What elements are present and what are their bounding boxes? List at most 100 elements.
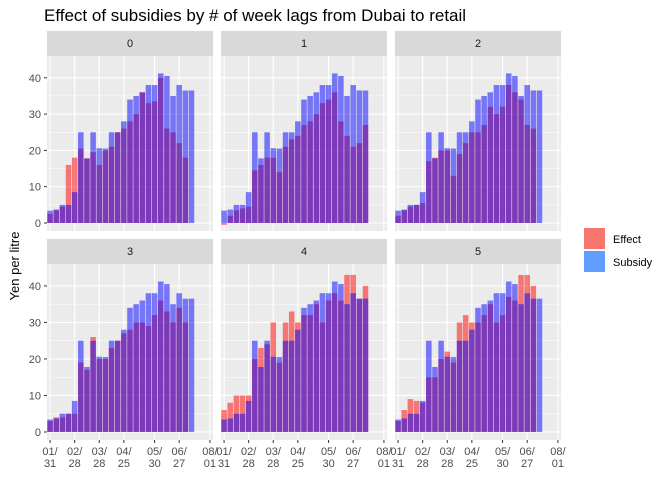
legend-label-effect: Effect [613, 234, 641, 246]
subsidy-bar [456, 132, 463, 224]
effect-bar [71, 157, 78, 224]
subsidy-bar [419, 192, 426, 224]
subsidy-bar [350, 293, 356, 432]
subsidy-bar [65, 413, 72, 432]
facet-strip-label: 1 [301, 38, 307, 50]
subsidy-bar [133, 95, 139, 224]
subsidy-bar [344, 304, 350, 432]
subsidy-bar [307, 95, 313, 224]
subsidy-bar [71, 192, 78, 224]
subsidy-bar [518, 304, 524, 432]
subsidy-bar [127, 307, 133, 432]
subsidy-bar [151, 293, 158, 432]
x-tick-label: 01/31 [42, 446, 58, 470]
subsidy-bar [102, 148, 109, 224]
facet-strip-label: 2 [475, 38, 481, 50]
subsidy-bar [307, 304, 313, 432]
facet-panel-1: 1 [221, 31, 387, 231]
subsidy-bar [188, 90, 195, 224]
subsidy-bar [319, 293, 326, 432]
x-tick-label: 02/28 [67, 446, 83, 470]
subsidy-bar [313, 300, 320, 432]
subsidy-bar [432, 158, 438, 224]
y-tick-label: 30 [29, 109, 41, 121]
subsidy-bar [151, 85, 158, 224]
subsidy-bar [276, 148, 283, 224]
facet-strip [395, 31, 561, 56]
subsidy-bar [157, 281, 164, 432]
subsidy-bar [438, 340, 444, 432]
x-tick-label: 05/30 [321, 446, 337, 470]
subsidy-bar [395, 419, 401, 432]
subsidy-bar [499, 293, 506, 432]
x-tick-label: 03/28 [440, 446, 456, 470]
x-tick-label: 06/27 [172, 446, 188, 470]
subsidy-bar [90, 132, 96, 224]
subsidy-bar [139, 300, 146, 432]
subsidy-bar [245, 400, 252, 432]
subsidy-bar [536, 90, 543, 224]
subsidy-bar [182, 298, 189, 432]
subsidy-bar [182, 90, 189, 224]
facet-panel-3: 301020304001/3102/2803/2804/2505/3006/27… [29, 239, 219, 470]
subsidy-bar [338, 284, 344, 432]
subsidy-bar [419, 400, 426, 432]
subsidy-bar [536, 298, 543, 432]
subsidy-bar [121, 329, 127, 432]
y-tick-label: 40 [29, 281, 41, 293]
subsidy-bar [481, 95, 487, 224]
legend-key-effect [584, 228, 605, 249]
subsidy-bar [344, 95, 350, 224]
subsidy-bar [493, 85, 500, 224]
x-tick-label: 08/01 [376, 446, 392, 470]
subsidy-bar [512, 284, 518, 432]
subsidy-bar [176, 293, 182, 432]
subsidy-bar [252, 340, 258, 432]
subsidy-bar [301, 99, 307, 224]
subsidy-bar [450, 357, 457, 432]
facet-strip-label: 4 [301, 246, 307, 258]
subsidy-bar [462, 340, 469, 432]
subsidy-bar [170, 304, 176, 432]
subsidy-bar [338, 75, 344, 224]
x-tick-label: 04/25 [464, 446, 480, 470]
subsidy-bar [170, 95, 176, 224]
subsidy-bar [313, 92, 320, 224]
facet-panel-0: 0 0 10 20 30 40 [29, 31, 213, 231]
subsidy-bar [301, 307, 307, 432]
legend-label-subsidy: Subsidy [613, 257, 653, 269]
x-tick-label: 05/30 [147, 446, 163, 470]
subsidy-bar [499, 85, 506, 224]
subsidy-bar [518, 95, 524, 224]
subsidy-bar [487, 300, 494, 432]
subsidy-bar [145, 85, 152, 224]
subsidy-bar [444, 148, 451, 224]
legend-key-subsidy [584, 251, 605, 272]
subsidy-bar [239, 413, 246, 432]
subsidy-bar [164, 75, 170, 224]
subsidy-bar [438, 132, 444, 224]
subsidy-bar [102, 357, 109, 432]
subsidy-bar [493, 293, 500, 432]
subsidy-bar [481, 304, 487, 432]
chart-title: Effect of subsidies by # of week lags fr… [44, 6, 466, 25]
subsidy-bar [264, 340, 270, 432]
facet-strip [47, 31, 213, 56]
subsidy-bar [407, 204, 414, 224]
x-tick-label: 08/01 [202, 446, 218, 470]
x-tick-label: 02/28 [415, 446, 431, 470]
x-tick-label: 03/28 [266, 446, 282, 470]
subsidy-bar [362, 90, 369, 224]
subsidy-bar [288, 132, 295, 224]
subsidy-bar [47, 210, 53, 224]
subsidy-bar [432, 366, 438, 432]
facet-strip [221, 239, 387, 264]
y-tick-label: 20 [29, 354, 41, 366]
x-tick-label: 05/30 [495, 446, 511, 470]
subsidy-bar [350, 85, 356, 224]
subsidy-bar [456, 340, 463, 432]
facet-strip-label: 3 [127, 246, 133, 258]
subsidy-bar [401, 209, 407, 224]
subsidy-bar [282, 340, 289, 432]
